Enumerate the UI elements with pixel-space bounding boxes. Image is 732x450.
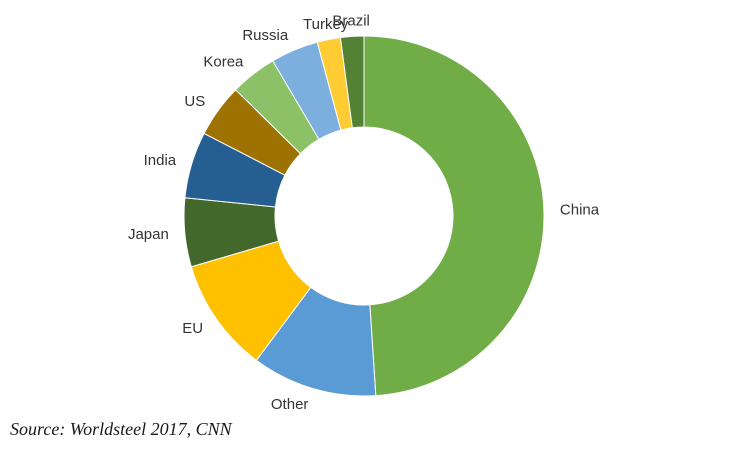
label-india: India bbox=[144, 152, 177, 169]
slices-group bbox=[183, 35, 545, 397]
label-turkey: Turkey bbox=[303, 16, 349, 33]
source-note: Source: Worldsteel 2017, CNN bbox=[10, 419, 232, 439]
label-other: Other bbox=[271, 396, 309, 413]
label-russia: Russia bbox=[242, 27, 289, 44]
label-korea: Korea bbox=[203, 53, 244, 70]
labels-group: China Other EU Japan India US Korea Russia Turke… bbox=[128, 12, 600, 413]
label-china: China bbox=[560, 202, 600, 219]
label-brazil: Brazil bbox=[332, 12, 370, 29]
label-us: US bbox=[184, 93, 205, 110]
label-japan: Japan bbox=[128, 226, 169, 243]
slice-brazil bbox=[339, 35, 365, 129]
slice-china bbox=[363, 35, 545, 397]
label-eu: EU bbox=[182, 320, 203, 337]
